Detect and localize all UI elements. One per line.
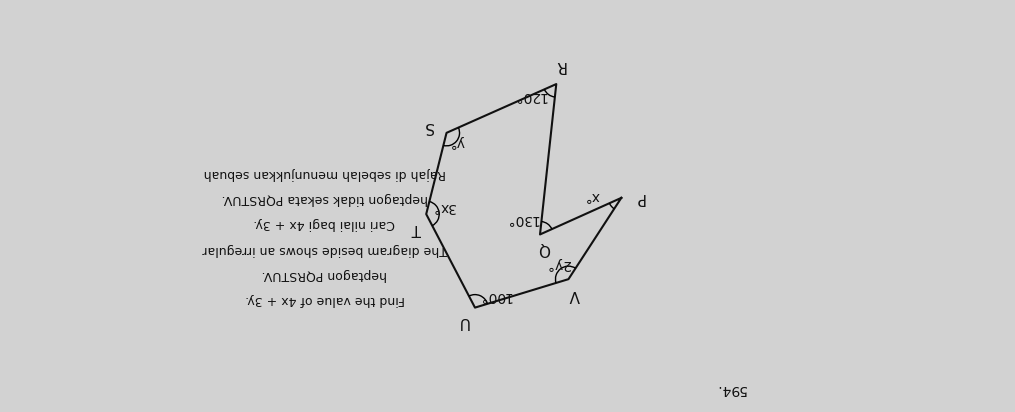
Text: 3x°: 3x° (431, 200, 456, 214)
Text: 100°: 100° (478, 289, 512, 303)
Text: U: U (457, 314, 468, 329)
Text: R: R (555, 58, 565, 73)
Text: The diagram beside shows an irregular: The diagram beside shows an irregular (202, 243, 447, 255)
Text: x°: x° (585, 189, 600, 203)
Text: Q: Q (538, 241, 550, 256)
Text: y°: y° (449, 135, 464, 149)
Text: Rajah di sebelah menunjukkan sebuah: Rajah di sebelah menunjukkan sebuah (203, 167, 446, 180)
Text: heptagon tidak sekata PQRSTUV.: heptagon tidak sekata PQRSTUV. (221, 192, 428, 205)
Text: 120°: 120° (514, 89, 546, 103)
Text: heptagon PQRSTUV.: heptagon PQRSTUV. (262, 268, 388, 281)
Text: P: P (635, 190, 645, 205)
Text: 594.: 594. (716, 382, 746, 396)
Text: Find the value of 4x + 3y.: Find the value of 4x + 3y. (245, 293, 405, 306)
Text: V: V (569, 287, 580, 302)
Text: Cari nilai bagi 4x + 3y.: Cari nilai bagi 4x + 3y. (254, 218, 396, 230)
Text: 2y°: 2y° (546, 257, 570, 271)
Text: T: T (411, 221, 421, 236)
Text: 130°: 130° (505, 212, 538, 226)
Text: S: S (423, 119, 433, 134)
